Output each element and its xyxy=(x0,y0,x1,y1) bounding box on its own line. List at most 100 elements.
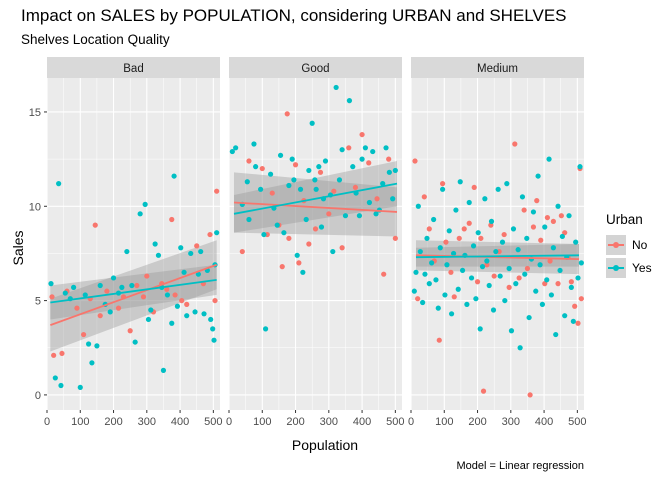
data-point-yes xyxy=(342,213,349,219)
chart-caption: Model = Linear regression xyxy=(456,460,585,472)
data-point-yes xyxy=(477,326,483,332)
data-point-yes xyxy=(468,275,475,281)
legend-key-yes xyxy=(606,257,626,278)
data-point-yes xyxy=(444,262,450,268)
x-axis-label: Population xyxy=(291,437,359,453)
data-point-no xyxy=(269,190,275,196)
facet-label-good: Good xyxy=(301,63,329,75)
y-tick-label: 5 xyxy=(35,296,41,308)
data-point-yes xyxy=(457,179,463,185)
x-tick-label: 500 xyxy=(568,416,586,428)
data-point-yes xyxy=(107,309,113,315)
data-point-no xyxy=(506,284,512,290)
data-point-no xyxy=(578,296,584,302)
data-point-yes xyxy=(390,196,396,202)
data-point-yes xyxy=(526,314,532,321)
data-point-no xyxy=(524,265,531,272)
data-point-yes xyxy=(522,271,528,277)
data-point-yes xyxy=(464,301,470,307)
data-point-no xyxy=(555,281,561,287)
data-point-yes xyxy=(570,318,576,324)
data-point-no xyxy=(448,269,454,275)
data-point-yes xyxy=(142,201,148,207)
data-point-no xyxy=(284,111,290,117)
data-point-no xyxy=(104,288,110,294)
data-point-yes xyxy=(178,245,184,251)
data-point-yes xyxy=(435,305,441,311)
data-point-yes xyxy=(424,235,430,241)
data-point-yes xyxy=(129,282,135,289)
data-point-no xyxy=(286,235,292,241)
regression-line-yes xyxy=(233,182,398,215)
data-point-yes xyxy=(530,209,537,215)
data-point-yes xyxy=(94,343,100,349)
data-point-yes xyxy=(466,199,472,206)
data-point-yes xyxy=(58,382,64,389)
data-point-no xyxy=(312,226,319,232)
data-point-yes xyxy=(495,186,501,192)
data-point-yes xyxy=(184,313,190,319)
data-point-yes xyxy=(124,248,130,255)
data-point-yes xyxy=(557,267,563,274)
data-point-yes xyxy=(89,360,95,366)
confidence-band-yes xyxy=(415,244,580,267)
y-tick-label: 15 xyxy=(29,107,41,119)
data-point-yes xyxy=(303,216,309,223)
regression-line-no xyxy=(50,263,217,326)
data-point-no xyxy=(172,292,178,298)
data-point-no xyxy=(443,239,449,245)
data-point-no xyxy=(421,194,427,200)
data-point-no xyxy=(49,294,55,300)
data-point-yes xyxy=(171,173,177,179)
data-point-yes xyxy=(119,284,125,290)
data-point-yes xyxy=(281,230,287,236)
data-point-yes xyxy=(330,248,336,255)
data-point-yes xyxy=(446,228,452,234)
data-point-yes xyxy=(297,186,304,192)
chart-title: Impact on SALES by POPULATION, consideri… xyxy=(21,6,567,25)
data-point-yes xyxy=(359,156,365,162)
data-point-yes xyxy=(210,326,216,332)
data-point-yes xyxy=(233,145,239,151)
x-tick-label: 300 xyxy=(138,416,156,428)
data-point-no xyxy=(339,245,345,251)
x-tick-label: 100 xyxy=(71,416,89,428)
data-point-yes xyxy=(366,199,372,206)
data-point-yes xyxy=(519,194,526,200)
panel-background-medium xyxy=(411,78,584,410)
data-point-yes xyxy=(499,239,506,245)
legend-key-no xyxy=(606,234,626,255)
data-point-yes xyxy=(152,241,158,247)
data-point-yes xyxy=(370,148,376,155)
data-point-yes xyxy=(559,233,565,240)
data-point-no xyxy=(501,231,507,238)
data-point-yes xyxy=(211,337,217,343)
data-point-yes xyxy=(568,284,574,290)
data-point-yes xyxy=(322,158,329,164)
data-point-no xyxy=(164,286,170,292)
data-point-no xyxy=(544,214,551,221)
data-point-no xyxy=(214,188,220,194)
confidence-band-yes xyxy=(233,161,398,233)
data-point-yes xyxy=(415,203,421,209)
data-point-yes xyxy=(420,299,426,306)
data-point-yes xyxy=(339,147,345,153)
data-point-yes xyxy=(508,328,515,334)
data-point-yes xyxy=(356,213,363,219)
data-point-no xyxy=(426,226,432,232)
data-point-no xyxy=(140,294,147,300)
data-point-yes xyxy=(553,331,559,338)
data-point-yes xyxy=(542,224,548,230)
data-point-yes xyxy=(555,203,561,209)
data-point-no xyxy=(484,262,490,268)
x-tick-label: 100 xyxy=(253,416,271,428)
data-point-no xyxy=(346,145,352,151)
data-point-yes xyxy=(392,167,398,174)
data-point-yes xyxy=(490,307,497,313)
data-point-yes xyxy=(52,375,58,381)
data-point-no xyxy=(359,131,365,138)
data-point-yes xyxy=(313,186,319,192)
data-point-yes xyxy=(289,156,295,162)
data-point-yes xyxy=(300,269,306,275)
